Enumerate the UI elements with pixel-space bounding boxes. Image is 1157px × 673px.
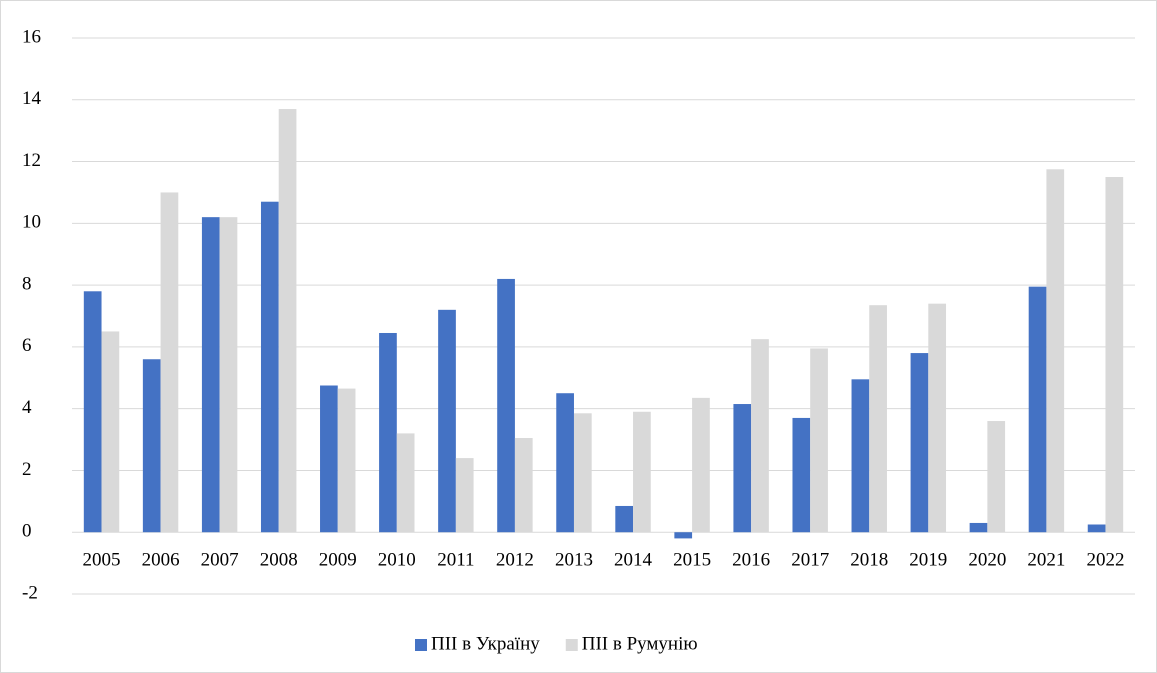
bar bbox=[1087, 524, 1106, 533]
bar bbox=[928, 303, 947, 533]
bar bbox=[851, 379, 870, 533]
bar bbox=[792, 417, 811, 533]
y-tick-label: 14 bbox=[22, 88, 42, 109]
bar bbox=[910, 353, 929, 533]
x-tick-label: 2007 bbox=[201, 550, 239, 571]
bar bbox=[260, 201, 279, 533]
legend-item: ПІІ в Румунію bbox=[565, 633, 698, 654]
x-tick-label: 2009 bbox=[319, 550, 357, 571]
x-tick-label: 2017 bbox=[791, 550, 829, 571]
bar bbox=[320, 385, 338, 533]
bar bbox=[83, 291, 102, 533]
x-tick-label: 2013 bbox=[555, 550, 593, 571]
legend-label: ПІІ в Україну bbox=[431, 633, 540, 654]
bar bbox=[497, 278, 515, 533]
legend-swatch bbox=[565, 639, 578, 651]
bar bbox=[633, 411, 651, 533]
bar bbox=[615, 505, 634, 533]
bar bbox=[142, 359, 161, 533]
bar bbox=[969, 522, 988, 533]
x-tick-label: 2008 bbox=[260, 550, 298, 571]
bar bbox=[810, 348, 828, 533]
bar bbox=[674, 532, 693, 539]
bar bbox=[438, 309, 456, 533]
bar bbox=[396, 433, 415, 533]
x-tick-label: 2005 bbox=[83, 550, 121, 571]
y-tick-label: 8 bbox=[22, 273, 32, 294]
y-tick-label: 10 bbox=[22, 212, 41, 233]
bar bbox=[692, 397, 710, 533]
bar bbox=[337, 388, 356, 533]
x-tick-label: 2022 bbox=[1086, 550, 1124, 571]
y-tick-label: 12 bbox=[22, 150, 41, 171]
y-tick-label: 6 bbox=[22, 335, 32, 356]
bar bbox=[379, 332, 397, 533]
legend-swatch bbox=[415, 639, 427, 651]
x-tick-label: 2016 bbox=[732, 550, 770, 571]
x-tick-label: 2010 bbox=[378, 550, 416, 571]
legend-label: ПІІ в Румунію bbox=[582, 633, 698, 654]
x-tick-label: 2019 bbox=[909, 550, 947, 571]
x-tick-label: 2011 bbox=[437, 550, 474, 571]
y-tick-label: 0 bbox=[22, 521, 32, 542]
y-tick-label: 4 bbox=[22, 397, 32, 418]
legend-item: ПІІ в Україну bbox=[415, 633, 540, 654]
x-tick-label: 2021 bbox=[1027, 550, 1065, 571]
bar bbox=[219, 217, 238, 533]
bar bbox=[751, 339, 769, 533]
bar bbox=[1028, 286, 1047, 533]
bar bbox=[987, 421, 1006, 533]
bar bbox=[573, 413, 592, 533]
bar bbox=[514, 438, 533, 533]
bar bbox=[733, 404, 752, 533]
bar bbox=[101, 331, 120, 533]
bar bbox=[160, 192, 179, 533]
x-tick-label: 2018 bbox=[850, 550, 888, 571]
y-tick-label: 16 bbox=[22, 26, 41, 47]
x-tick-label: 2020 bbox=[968, 550, 1006, 571]
bar bbox=[455, 458, 474, 533]
bar bbox=[1046, 169, 1065, 533]
x-tick-label: 2015 bbox=[673, 550, 711, 571]
bar bbox=[201, 217, 220, 533]
y-tick-label: -2 bbox=[22, 582, 38, 603]
bar bbox=[1105, 177, 1124, 533]
x-tick-label: 2012 bbox=[496, 550, 534, 571]
bar bbox=[278, 109, 297, 533]
x-tick-label: 2006 bbox=[142, 550, 180, 571]
x-tick-label: 2014 bbox=[614, 550, 653, 571]
bar bbox=[869, 305, 887, 533]
bar bbox=[556, 393, 574, 533]
y-tick-label: 2 bbox=[22, 459, 32, 480]
